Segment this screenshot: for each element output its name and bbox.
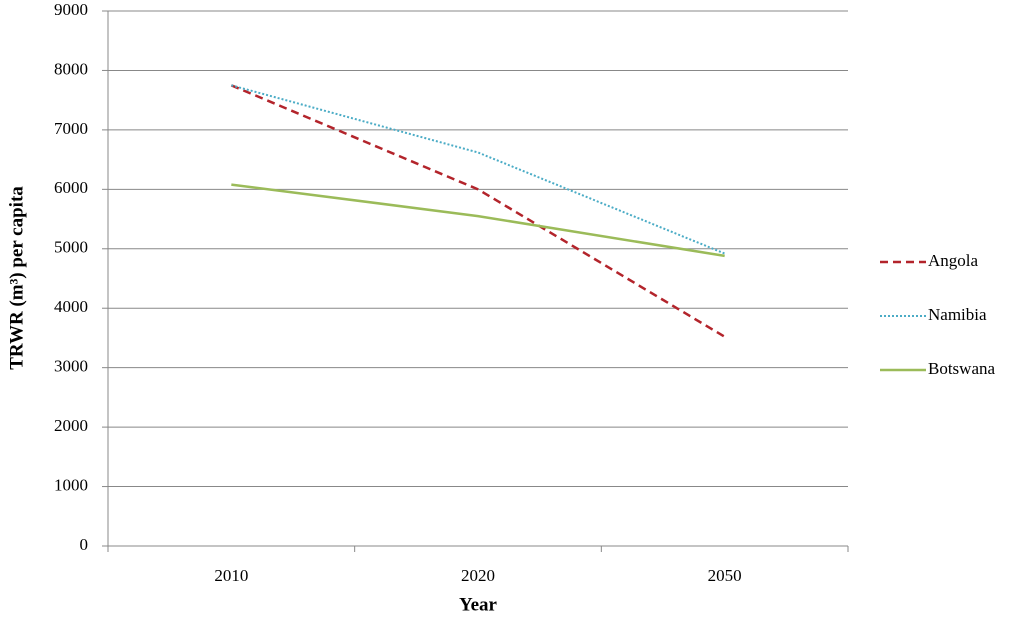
y-tick-label: 0 — [80, 535, 89, 554]
series-line — [230, 84, 726, 338]
y-tick-label: 8000 — [54, 59, 88, 78]
y-tick-label: 7000 — [54, 119, 88, 138]
y-tick-label: 5000 — [54, 238, 88, 257]
series-line — [231, 183, 725, 258]
x-axis-title: Year — [459, 594, 498, 615]
y-tick-label: 2000 — [54, 416, 88, 435]
x-tick-label: 2020 — [461, 566, 495, 585]
x-tick-label: 2050 — [708, 566, 742, 585]
y-tick-label: 9000 — [54, 0, 88, 19]
x-tick-label: 2010 — [214, 566, 248, 585]
legend-label: Angola — [928, 251, 979, 270]
y-tick-label: 3000 — [54, 357, 88, 376]
y-tick-label: 4000 — [54, 297, 88, 316]
y-tick-label: 6000 — [54, 178, 88, 197]
y-axis-title: TRWR (m³) per capita — [6, 186, 27, 370]
series-line — [231, 84, 726, 255]
y-tick-label: 1000 — [54, 475, 88, 494]
legend-label: Namibia — [928, 305, 987, 324]
legend-label: Botswana — [928, 359, 996, 378]
